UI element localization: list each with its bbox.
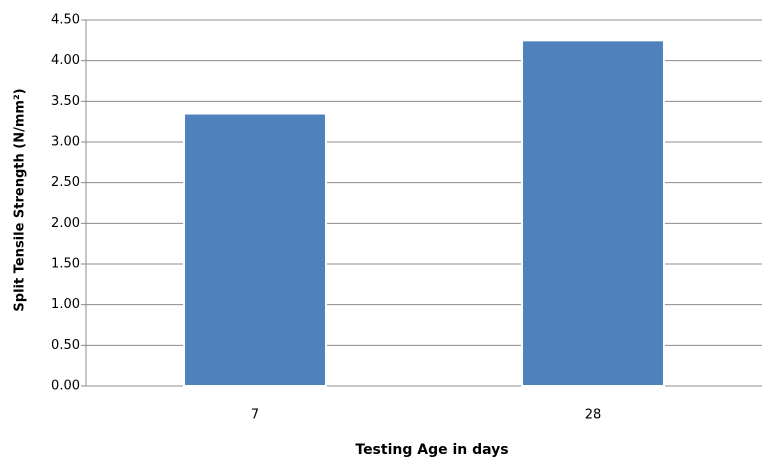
y-tick-label: 0.50 [51,338,80,353]
x-tick-label: 28 [585,408,602,423]
x-axis-label: Testing Age in days [355,442,508,458]
y-tick-label: 3.50 [51,94,80,109]
y-tick-label: 1.00 [51,297,80,312]
y-tick-label: 2.00 [51,216,80,231]
y-tick-label: 3.00 [51,135,80,150]
y-tick-label: 2.50 [51,175,80,190]
y-tick-label: 4.50 [51,13,80,28]
y-tick-label: 0.00 [51,379,80,394]
bar [521,39,665,387]
y-tick-label: 1.50 [51,257,80,272]
y-axis-label: Split Tensile Strength (N/mm²) [13,88,28,311]
x-tick-label: 7 [251,408,259,423]
y-tick-label: 4.00 [51,53,80,68]
bar [183,112,327,388]
